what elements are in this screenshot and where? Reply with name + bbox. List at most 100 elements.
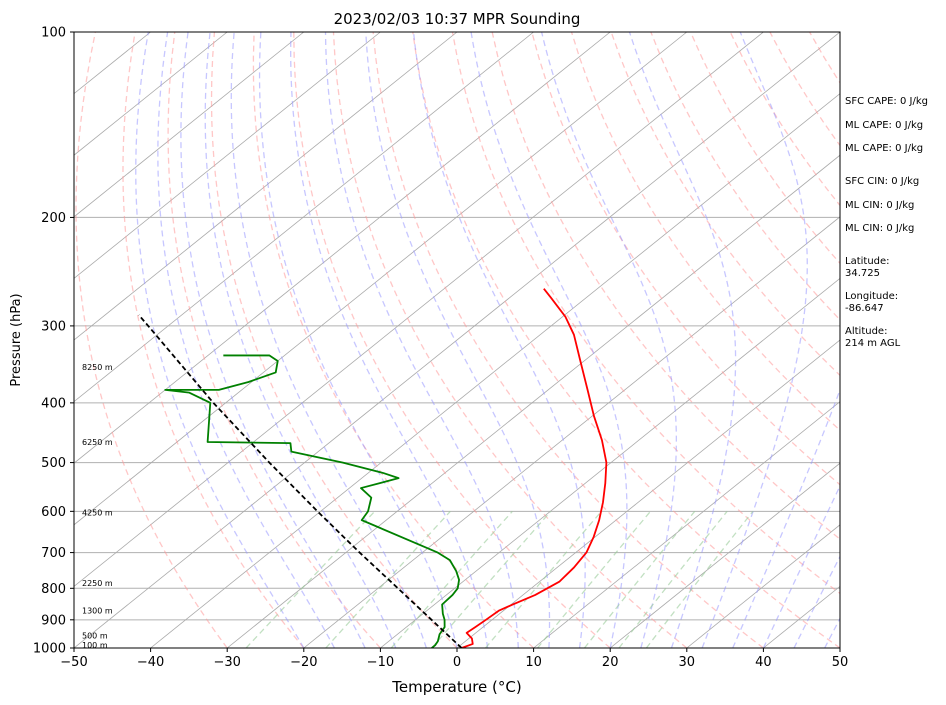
- dry-adiabat-line: [451, 32, 840, 595]
- x-tick-label: 20: [602, 655, 619, 670]
- isotherm-line: [74, 32, 611, 464]
- y-tick-label: 700: [41, 546, 66, 561]
- dry-adiabat-line: [929, 32, 946, 648]
- sounding-annotation: Longitude:: [845, 291, 898, 302]
- sounding-annotation: SFC CAPE: 0 J/kg: [845, 96, 928, 107]
- isotherm-line: [686, 524, 840, 648]
- moist-adiabat-line: [628, 32, 737, 648]
- moist-adiabat-line: [180, 32, 366, 648]
- x-tick-label: 0: [453, 655, 461, 670]
- sounding-annotation: -86.647: [845, 303, 884, 314]
- y-tick-label: 1000: [33, 642, 66, 657]
- x-axis-label: Temperature (°C): [391, 678, 521, 696]
- height-label: 8250 m: [82, 363, 113, 372]
- dry-adiabat-line: [650, 32, 840, 321]
- mixing-ratio-line: [390, 510, 513, 648]
- moist-adiabat-line: [732, 388, 840, 648]
- sounding-annotation: 34.725: [845, 268, 880, 279]
- background-grid: [74, 32, 946, 648]
- moist-adiabat-line: [324, 32, 519, 648]
- sounding-annotation: 214 m AGL: [845, 338, 901, 349]
- mixing-ratio-line: [325, 510, 451, 648]
- sounding-annotation: ML CAPE: 0 J/kg: [845, 120, 923, 131]
- mixing-ratio-line: [618, 510, 728, 648]
- y-tick-label: 200: [41, 211, 66, 226]
- mixing-ratio-line: [537, 510, 651, 648]
- isotherm-line: [74, 32, 840, 648]
- mixing-ratio-line: [583, 510, 696, 648]
- isotherm-line: [303, 216, 840, 648]
- y-tick-label: 400: [41, 396, 66, 411]
- y-tick-label: 900: [41, 613, 66, 628]
- moist-adiabat-line: [470, 32, 628, 648]
- isotherm-line: [74, 32, 688, 526]
- sounding-traces: [138, 288, 608, 648]
- moist-adiabat-line: [258, 32, 458, 648]
- y-tick-label: 500: [41, 456, 66, 471]
- moist-adiabat-line: [290, 32, 489, 648]
- dewpoint-trace: [164, 354, 460, 648]
- isotherm-line: [74, 32, 228, 156]
- dry-adiabat-line: [122, 32, 305, 648]
- x-tick-label: 40: [755, 655, 772, 670]
- isotherm-line: [380, 277, 840, 648]
- mixing-ratio-line: [485, 510, 602, 648]
- isotherm-line: [150, 93, 840, 648]
- moist-adiabat-line: [365, 32, 551, 648]
- dry-adiabat-line: [167, 32, 381, 648]
- x-tick-label: 50: [832, 655, 849, 670]
- x-tick-label: −40: [137, 655, 164, 670]
- dry-adiabat-line: [570, 32, 840, 432]
- chart-title: 2023/02/03 10:37 MPR Sounding: [334, 10, 581, 28]
- y-axis: 100 200 300 400 500 600 700 800 900 1000: [33, 26, 74, 657]
- moist-adiabat-line: [135, 32, 305, 648]
- dry-adiabat-line: [412, 32, 840, 648]
- isotherm-line: [609, 462, 840, 648]
- x-tick-label: −50: [60, 655, 87, 670]
- x-axis: −50 −40 −30 −20 −10 0 10 20 30 40 50: [60, 648, 848, 670]
- mixing-ratio-line: [431, 510, 552, 648]
- sounding-annotation: ML CIN: 0 J/kg: [845, 200, 914, 211]
- temperature-trace: [461, 288, 608, 648]
- sounding-annotation: ML CAPE: 0 J/kg: [845, 143, 923, 154]
- sounding-indices-panel: SFC CAPE: 0 J/kg ML CAPE: 0 J/kg ML CAPE: …: [845, 96, 928, 349]
- isotherm-line: [74, 32, 381, 279]
- x-tick-label: −30: [213, 655, 240, 670]
- dry-adiabat-line: [252, 32, 535, 648]
- dry-adiabat-line: [75, 32, 228, 648]
- dry-adiabat-line: [332, 32, 688, 648]
- sounding-annotation: SFC CIN: 0 J/kg: [845, 176, 919, 187]
- sounding-annotation: Latitude:: [845, 256, 890, 267]
- height-label: 2250 m: [82, 579, 113, 588]
- mixing-ratio-line: [245, 510, 376, 648]
- sounding-annotation: ML CIN: 0 J/kg: [845, 223, 914, 234]
- y-tick-label: 600: [41, 505, 66, 520]
- dry-adiabat-line: [293, 32, 611, 648]
- height-label: 100 m: [82, 641, 108, 650]
- dry-adiabat-line: [210, 32, 458, 648]
- x-tick-label: 30: [679, 655, 696, 670]
- x-tick-label: −10: [367, 655, 394, 670]
- sounding-annotation: Altitude:: [845, 326, 887, 337]
- moist-adiabat-line: [157, 32, 336, 648]
- isotherm-line: [74, 32, 534, 403]
- dry-adiabat-line: [372, 32, 764, 648]
- y-axis-label: Pressure (hPa): [9, 293, 24, 386]
- height-label: 1300 m: [82, 607, 113, 616]
- dry-adiabat-line: [610, 32, 840, 377]
- moist-adiabat-line: [412, 32, 586, 648]
- height-label: 4250 m: [82, 509, 113, 518]
- isotherm-line: [74, 32, 305, 218]
- moist-adiabat-line: [701, 32, 808, 648]
- isotherm-line: [226, 154, 840, 648]
- y-tick-label: 300: [41, 319, 66, 334]
- height-label: 6250 m: [82, 438, 113, 447]
- isotherm-line: [74, 32, 764, 587]
- moist-adiabat-line: [204, 32, 397, 648]
- parcel-profile-trace: [138, 314, 463, 648]
- y-tick-label: 800: [41, 582, 66, 597]
- isotherm-line: [74, 32, 458, 341]
- x-tick-label: 10: [525, 655, 542, 670]
